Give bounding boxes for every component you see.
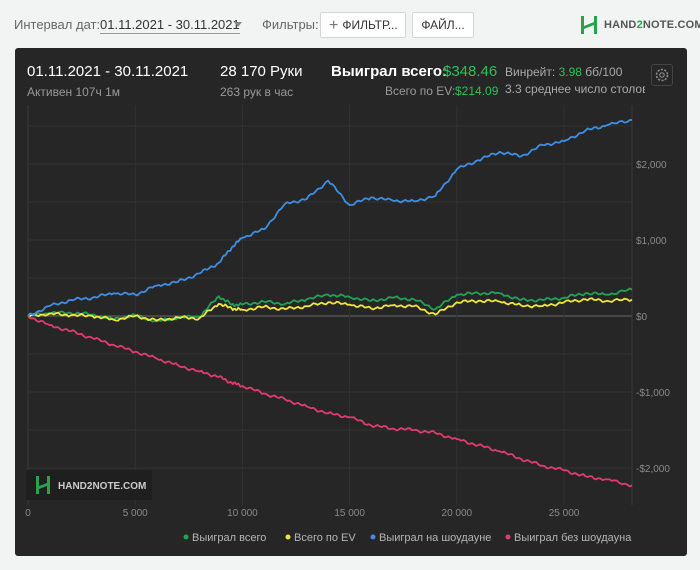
chart-lines <box>27 119 633 488</box>
chart-grid <box>27 105 633 505</box>
filters-label: Фильтры: <box>262 17 319 32</box>
legend-marker <box>505 534 511 540</box>
x-tick-label: 0 <box>25 508 31 519</box>
gear-icon <box>655 68 669 82</box>
legend-marker <box>285 534 291 540</box>
x-tick-label: 15 000 <box>334 508 365 519</box>
ev-total-label: Всего по EV: <box>385 84 456 98</box>
settings-button[interactable] <box>651 64 673 86</box>
watermark-text: HAND2NOTE.COM <box>58 481 146 492</box>
date-interval-select[interactable]: 01.11.2021 - 30.11.2021 <box>100 17 240 34</box>
hand2note-logo-icon <box>581 16 597 34</box>
won-total-value: $348.46 <box>443 63 498 80</box>
ev-total-value: $214.09 <box>455 84 499 98</box>
y-axis: $2,000 $1,000 $0 -$1,000 -$2,000 <box>636 160 670 475</box>
winrate: Винрейт: 3.98 бб/100 <box>505 65 622 79</box>
chart-legend: Выиграл всего Всего по EV Выиграл на шоуда… <box>183 532 632 544</box>
y-tick-label: $2,000 <box>636 160 667 171</box>
winrate-label: Винрейт: <box>505 65 556 79</box>
plus-icon: + <box>329 17 339 34</box>
x-tick-label: 5 000 <box>123 508 148 519</box>
x-axis: 0 5 000 10 000 15 000 20 000 25 000 <box>25 508 580 519</box>
filter-button-label: ФИЛЬТР... <box>342 18 398 32</box>
x-tick-label: 10 000 <box>227 508 258 519</box>
x-tick-label: 20 000 <box>442 508 473 519</box>
series-line <box>27 297 633 322</box>
legend-item: Всего по EV <box>294 532 356 544</box>
brand-logo-text: HAND2NOTE.COM <box>604 19 700 31</box>
hand2note-logo-icon <box>36 476 50 494</box>
toolbar: Интервал дат: 01.11.2021 - 30.11.2021 Фи… <box>0 0 700 46</box>
active-time: Активен 107ч 1м <box>27 85 120 99</box>
file-button[interactable]: ФАЙЛ... <box>412 12 474 38</box>
series-line <box>27 315 633 488</box>
hands-per-hour: 263 рук в час <box>220 85 294 99</box>
legend-marker <box>370 534 376 540</box>
avg-tables: 3.3 среднее число столов <box>505 82 645 96</box>
date-range: 01.11.2021 - 30.11.2021 <box>27 63 189 80</box>
legend-marker <box>183 534 189 540</box>
filter-button[interactable]: + ФИЛЬТР... <box>320 12 406 38</box>
y-tick-label: -$1,000 <box>636 388 670 399</box>
winrate-unit: бб/100 <box>585 65 623 79</box>
y-tick-label: -$2,000 <box>636 464 670 475</box>
series-line <box>27 119 633 317</box>
date-interval-label: Интервал дат: <box>14 17 101 32</box>
y-tick-label: $0 <box>636 312 648 323</box>
file-button-label: ФАЙЛ... <box>421 18 465 32</box>
legend-item: Выиграл без шоудауна <box>514 532 632 544</box>
winrate-value: 3.98 <box>558 65 582 79</box>
y-tick-label: $1,000 <box>636 236 667 247</box>
brand-logo: HAND2NOTE.COM <box>580 14 700 36</box>
chevron-down-icon[interactable] <box>234 22 242 27</box>
legend-item: Выиграл всего <box>192 532 266 544</box>
x-tick-label: 25 000 <box>549 508 580 519</box>
hands-count: 28 170 Руки <box>220 63 303 80</box>
won-total-label: Выиграл всего: <box>331 63 448 80</box>
legend-item: Выиграл на шоудауне <box>379 532 491 544</box>
chart-watermark: HAND2NOTE.COM <box>26 470 152 500</box>
